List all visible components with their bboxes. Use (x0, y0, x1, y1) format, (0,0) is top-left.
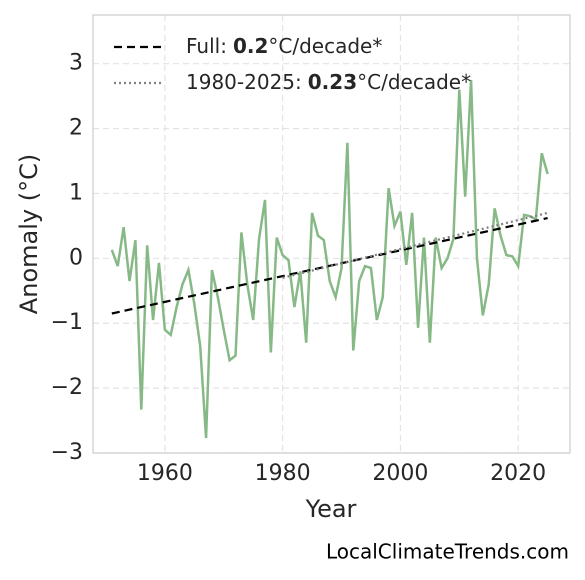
y-tick-label: −1 (51, 310, 83, 335)
y-tick-label: −3 (51, 440, 83, 465)
y-tick-label: 3 (69, 51, 83, 76)
trend-line (111, 217, 548, 315)
grid (93, 15, 570, 454)
legend-slope: 0.23 (308, 70, 357, 94)
x-tick-label: 1960 (137, 461, 193, 486)
legend-name: Full: (186, 34, 227, 58)
watermark: LocalClimateTrends.com (326, 540, 569, 564)
legend-label: Full: 0.2°C/decade* (186, 34, 382, 58)
x-tick-label: 2020 (490, 461, 546, 486)
plot-frame (92, 14, 571, 454)
y-axis-label: Anomaly (°C) (15, 154, 43, 314)
y-tick-label: 0 (69, 245, 83, 270)
y-tick-label: 1 (69, 180, 83, 205)
trend-line (282, 211, 548, 279)
legend-name: 1980-2025: (186, 70, 302, 94)
y-tick-label: −2 (51, 375, 83, 400)
legend-unit: °C/decade* (357, 70, 471, 94)
x-tick-label: 2000 (372, 461, 428, 486)
x-axis-label: Year (305, 495, 357, 523)
y-tick-label: 2 (69, 116, 83, 141)
x-tick-label: 1980 (255, 461, 311, 486)
legend-unit: °C/decade* (268, 34, 382, 58)
legend-slope: 0.2 (233, 34, 268, 58)
legend-label: 1980-2025: 0.23°C/decade* (186, 70, 471, 94)
data-line (110, 79, 549, 439)
